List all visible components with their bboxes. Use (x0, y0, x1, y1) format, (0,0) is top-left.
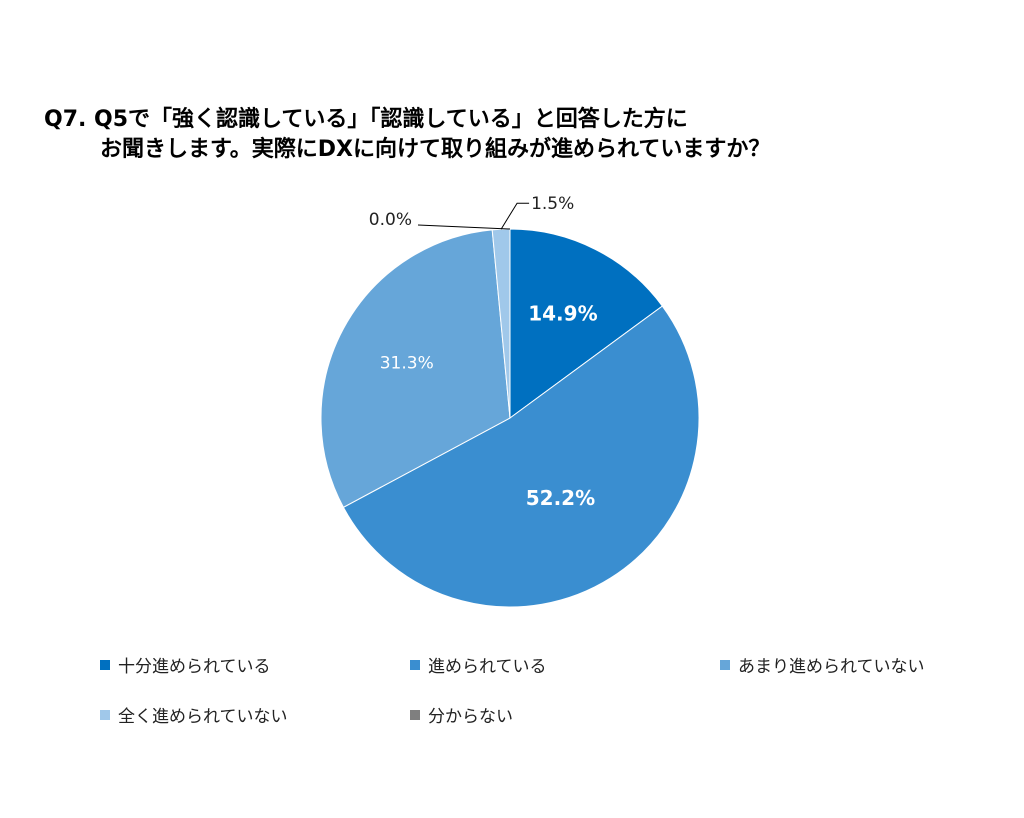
legend-item-1: 十分進められている (100, 652, 271, 677)
legend-label-4: 全く進められていない (118, 707, 288, 727)
pie-leader-line-4 (500, 202, 530, 230)
legend-item-5: 分からない (410, 702, 513, 727)
chart-title: Q7. Q5で「強く認識している」「認識している」と回答した方に お聞きします。… (44, 105, 770, 165)
legend-item-4: 全く進められていない (100, 702, 288, 727)
legend-swatch-5 (410, 709, 420, 720)
pie-label-3: 31.3% (380, 354, 434, 374)
legend-label-1: 十分進められている (118, 657, 271, 677)
legend-label-2: 進められている (428, 657, 547, 677)
pie-label-1: 14.9% (528, 301, 597, 325)
legend-swatch-3 (720, 659, 730, 670)
pie-slice-1 (509, 228, 664, 419)
chart-title-line-1: Q7. Q5で「強く認識している」「認識している」と回答した方に (44, 107, 688, 132)
legend-item-2: 進められている (410, 652, 547, 677)
pie-label-5: 0.0% (369, 210, 412, 230)
legend-swatch-1 (100, 659, 110, 670)
legend-item-3: あまり進められていない (720, 652, 925, 677)
pie-label-4: 1.5% (531, 194, 574, 214)
chart-title-line-2: お聞きします。実際にDXに向けて取り組みが進められていますか？ (100, 137, 771, 162)
pie-slice-3 (320, 229, 511, 508)
pie-leader-line-5 (417, 224, 511, 230)
pie-slice-2 (342, 305, 700, 608)
legend-label-5: 分からない (428, 707, 513, 727)
legend-label-3: あまり進められていない (738, 657, 925, 677)
legend-swatch-2 (410, 659, 420, 670)
legend-swatch-4 (100, 709, 110, 720)
pie-label-2: 52.2% (526, 486, 595, 510)
